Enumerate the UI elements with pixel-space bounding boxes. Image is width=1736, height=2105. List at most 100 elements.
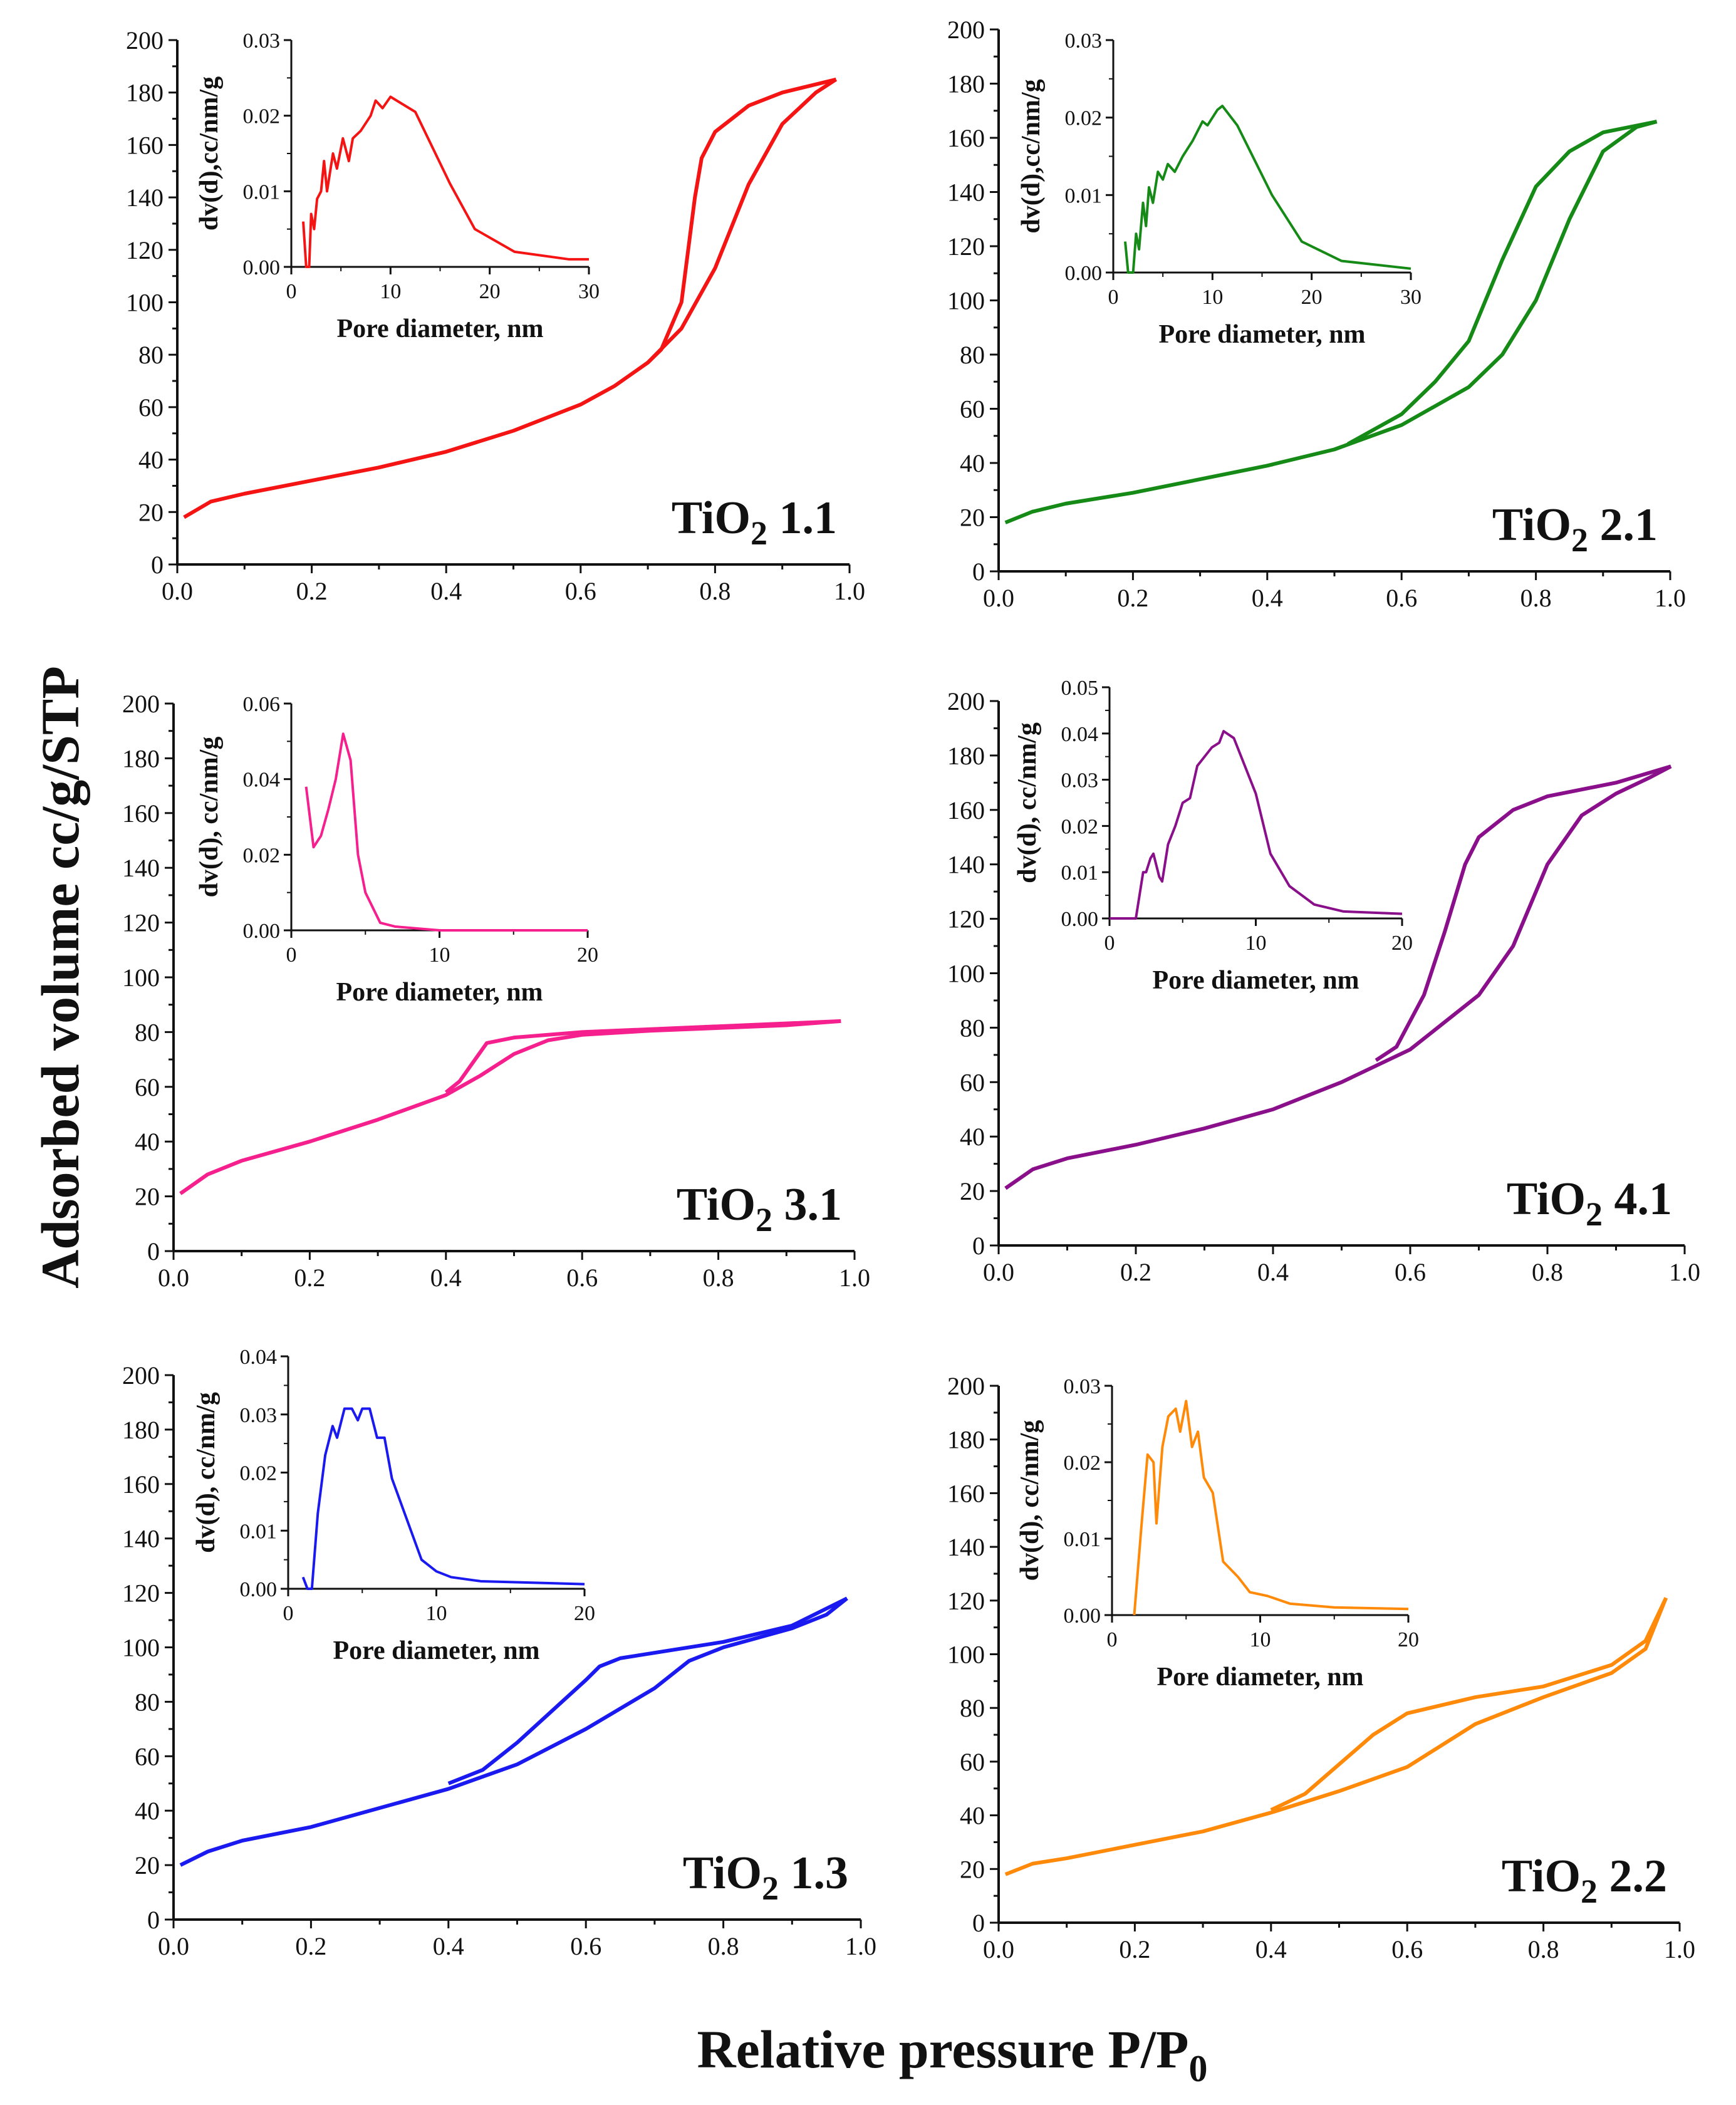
y-tick-label: 60 [138,393,164,422]
panel-label: TiO2 2.2 [1502,1851,1667,1910]
y-tick-label: 0 [147,1237,160,1266]
x-tick-label: 0.2 [1117,584,1148,612]
panel-label: TiO2 4.1 [1507,1173,1672,1233]
x-tick-label: 0.8 [699,577,730,605]
y-tick-label: 20 [960,1177,985,1205]
inset-y-tick-label: 0.04 [240,1346,278,1369]
y-tick-label: 160 [122,1470,160,1499]
panel-label-formula: TiO [672,492,751,544]
y-tick-label: 20 [135,1851,160,1879]
pore-size-distribution-line [1110,730,1403,920]
y-tick-label: 0 [151,551,164,579]
panel-label-subscript: 2 [1571,521,1588,559]
inset-x-title: Pore diameter, nm [333,1636,539,1665]
adsorption-branch [1004,1597,1668,1876]
adsorption-branch [183,78,838,519]
inset-x-tick-label: 20 [1398,1628,1419,1651]
y-tick-label: 120 [947,1587,985,1615]
x-axis-title-main: Relative pressure P/P [697,2019,1188,2079]
y-tick-label: 140 [947,179,985,207]
y-tick-label: 60 [960,1068,985,1096]
inset-x-title: Pore diameter, nm [336,978,543,1007]
x-tick-label: 0.4 [430,577,462,605]
inset-y-tick-label: 0.06 [243,693,281,716]
inset-y-tick-label: 0.03 [240,1404,278,1427]
x-tick-label: 0.4 [1252,584,1283,612]
y-tick-label: 140 [947,1533,985,1561]
inset-pore-distribution: 0.00 0.02 0.04 0.06 0 10 20 Pore diameter, nm dv… [195,693,598,1007]
inset-x-tick-label: 20 [577,943,598,967]
inset-y-tick-label: 0.02 [240,1462,278,1485]
inset-y-title: dv(d),cc/nm/g [1017,79,1046,233]
y-tick-label: 160 [122,799,160,828]
y-tick-label: 80 [135,1018,160,1046]
pore-size-distribution-line [302,95,589,268]
y-tick-label: 20 [135,1183,160,1211]
x-tick-label: 0.8 [708,1932,739,1960]
x-tick-label: 0.4 [433,1932,464,1960]
inset-y-title: dv(d), cc/nm/g [1013,722,1042,883]
y-tick-label: 180 [122,744,160,772]
y-tick-label: 20 [138,498,164,526]
panel-label-sample: 3.1 [772,1179,842,1230]
inset-y-tick-label: 0.03 [1065,29,1103,53]
desorption-branch [647,77,837,364]
panel-label: TiO2 3.1 [677,1179,842,1239]
y-tick-label: 200 [122,690,160,718]
inset-x-tick-label: 0 [1107,1628,1118,1651]
x-tick-label: 0.6 [1386,584,1417,612]
x-tick-label: 0.0 [983,584,1014,612]
inset-x-tick-label: 10 [426,1602,447,1625]
x-tick-label: 0.8 [703,1264,734,1292]
inset-x-tick-label: 20 [1391,932,1413,955]
inset-y-tick-label: 0.00 [240,1578,278,1601]
panel-label-formula: TiO [677,1179,756,1230]
y-tick-label: 20 [960,1855,985,1883]
adsorption-branch [1004,120,1658,524]
inset-pore-distribution: 0.00 0.01 0.02 0.03 0.04 0.05 0 10 20 Pore diamet… [1013,677,1413,995]
x-tick-label: 0.4 [1255,1935,1287,1963]
x-tick-label: 0.8 [1528,1935,1559,1963]
inset-x-title: Pore diameter, nm [1158,320,1365,349]
desorption-branch [447,1596,848,1785]
x-tick-label: 0.0 [983,1258,1014,1286]
inset-y-tick-label: 0.00 [1065,262,1103,285]
y-tick-label: 200 [947,687,985,715]
inset-pore-distribution: 0.00 0.01 0.02 0.03 0 10 20 30 Pore diameter, nm… [195,29,600,343]
y-tick-label: 120 [122,1579,160,1608]
y-tick-label: 80 [138,341,164,369]
inset-y-tick-label: 0.02 [243,105,281,128]
inset-x-tick-label: 10 [1245,932,1267,955]
adsorption-branch [179,1596,848,1867]
inset-x-tick-label: 0 [283,1602,294,1625]
y-tick-label: 140 [122,854,160,882]
y-tick-label: 100 [126,289,164,317]
x-axis-title-subscript: 0 [1189,2048,1208,2089]
x-tick-label: 0.6 [570,1932,601,1960]
y-tick-label: 40 [960,449,985,477]
inset-x-title: Pore diameter, nm [336,314,543,343]
y-tick-label: 100 [122,964,160,992]
panel-label-subscript: 2 [1581,1873,1598,1910]
y-tick-label: 180 [947,70,985,98]
pore-size-distribution-line [301,1407,585,1590]
y-tick-label: 160 [947,1479,985,1507]
y-tick-label: 120 [126,236,164,264]
inset-y-title: dv(d), cc/nm/g [195,737,224,898]
x-tick-label: 1.0 [834,577,865,605]
y-tick-label: 0 [972,1232,985,1260]
y-tick-label: 120 [122,909,160,937]
y-tick-label: 80 [960,1014,985,1042]
y-tick-label: 120 [947,905,985,933]
y-tick-label: 40 [960,1802,985,1830]
panel-label-formula: TiO [683,1848,762,1899]
y-tick-label: 180 [947,1426,985,1454]
y-tick-label: 100 [122,1634,160,1662]
x-tick-label: 0.4 [1257,1258,1289,1286]
panel-label-subscript: 2 [1586,1195,1603,1233]
inset-x-tick-label: 0 [286,280,297,303]
panel-label-sample: 1.1 [767,492,837,544]
